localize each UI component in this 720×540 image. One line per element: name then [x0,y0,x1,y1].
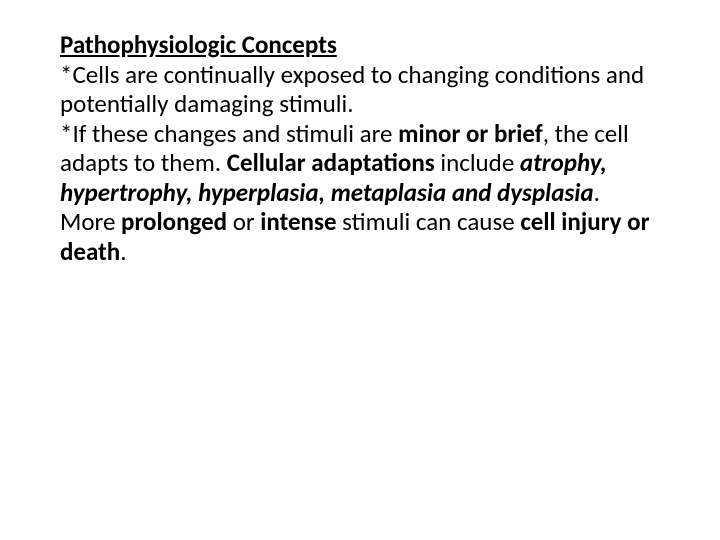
text-run: include [435,147,520,178]
slide: Pathophysiologic Concepts *Cells are con… [0,0,720,540]
text-bold-prolonged: prolonged [121,206,227,237]
text-run: stimuli can cause [337,206,521,237]
text-run: or [227,206,260,237]
slide-title: Pathophysiologic Concepts [60,29,337,60]
slide-body: Pathophysiologic Concepts *Cells are con… [60,30,660,266]
text-bold-intense: intense [260,206,336,237]
text-bold-cellular-adaptations: Cellular adaptations [227,147,435,178]
text-run: *If these changes and stimuli are [60,118,398,149]
paragraph-2: *If these changes and stimuli are minor … [60,118,649,267]
paragraph-1: *Cells are continually exposed to changi… [60,59,644,120]
text-run: . [120,236,126,267]
text-bold-minor-brief: minor or brief [398,118,543,149]
